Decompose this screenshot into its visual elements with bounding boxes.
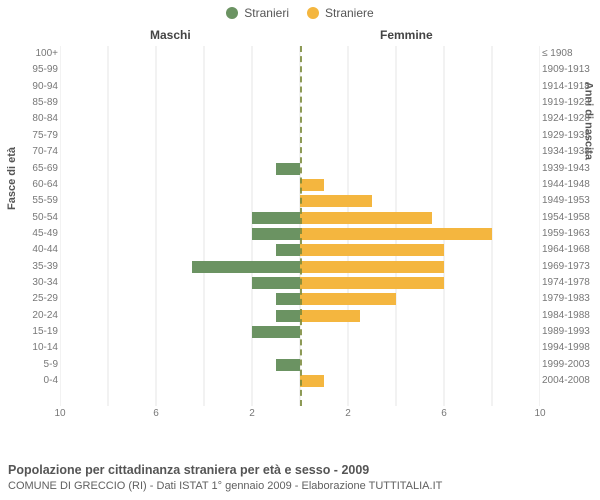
caption: Popolazione per cittadinanza straniera p… [8,462,442,494]
age-label: 35-39 [0,259,58,275]
age-label: 60-64 [0,177,58,193]
birth-year-label: 1944-1948 [542,177,600,193]
birth-year-label: 1924-1928 [542,111,600,127]
male-bar [276,293,300,305]
birth-year-label: 1964-1968 [542,242,600,258]
birth-year-label: 1909-1913 [542,62,600,78]
male-half [60,46,300,406]
age-label: 95-99 [0,62,58,78]
center-divider [300,46,302,406]
legend-item-female: Straniere [307,6,374,20]
age-label: 0-4 [0,373,58,389]
age-label: 40-44 [0,242,58,258]
female-bar [300,277,444,289]
female-bar [300,375,324,387]
male-bar [252,277,300,289]
female-bar [300,212,432,224]
x-axis-ticks: 10622610 [60,406,540,426]
birth-year-label: 1989-1993 [542,324,600,340]
birth-year-label: 1969-1973 [542,259,600,275]
x-tick-label: 2 [249,408,255,419]
birth-year-label: 1949-1953 [542,193,600,209]
legend: Stranieri Straniere [0,0,600,20]
age-label: 80-84 [0,111,58,127]
birth-year-label: 1974-1978 [542,275,600,291]
male-bar [252,212,300,224]
age-label: 45-49 [0,226,58,242]
birth-year-label: 1919-1923 [542,95,600,111]
caption-subtitle: COMUNE DI GRECCIO (RI) - Dati ISTAT 1° g… [8,479,442,494]
legend-label-female: Straniere [325,6,374,20]
age-label: 20-24 [0,308,58,324]
y-axis-age-labels: 100+95-9990-9485-8980-8475-7970-7465-696… [0,46,58,406]
y-axis-birth-labels: ≤ 19081909-19131914-19181919-19231924-19… [542,46,600,406]
female-bar [300,195,372,207]
birth-year-label: 1939-1943 [542,161,600,177]
legend-item-male: Stranieri [226,6,289,20]
age-label: 10-14 [0,340,58,356]
birth-year-label: 1934-1938 [542,144,600,160]
male-bar [276,310,300,322]
age-label: 15-19 [0,324,58,340]
female-bar [300,293,396,305]
plot-area: 10622610 [60,46,540,426]
female-bar [300,228,492,240]
legend-swatch-female [307,7,319,19]
male-bar [252,326,300,338]
x-tick-label: 10 [54,408,65,419]
birth-year-label: 1929-1933 [542,128,600,144]
legend-swatch-male [226,7,238,19]
population-pyramid-chart: Stranieri Straniere Maschi Femmine Fasce… [0,0,600,500]
x-tick-label: 10 [534,408,545,419]
age-label: 85-89 [0,95,58,111]
female-bar [300,310,360,322]
female-bar [300,179,324,191]
panel-title-female: Femmine [380,28,433,42]
age-label: 75-79 [0,128,58,144]
age-label: 100+ [0,46,58,62]
birth-year-label: ≤ 1908 [542,46,600,62]
female-half [300,46,540,406]
male-bar [192,261,300,273]
male-bar [252,228,300,240]
birth-year-label: 2004-2008 [542,373,600,389]
birth-year-label: 1914-1918 [542,79,600,95]
birth-year-label: 1979-1983 [542,291,600,307]
birth-year-label: 1984-1988 [542,308,600,324]
female-bar [300,261,444,273]
age-label: 70-74 [0,144,58,160]
age-label: 55-59 [0,193,58,209]
age-label: 90-94 [0,79,58,95]
birth-year-label: 1994-1998 [542,340,600,356]
caption-title: Popolazione per cittadinanza straniera p… [8,462,442,479]
birth-year-label: 1959-1963 [542,226,600,242]
age-label: 65-69 [0,161,58,177]
age-label: 50-54 [0,210,58,226]
age-label: 5-9 [0,357,58,373]
birth-year-label: 1954-1958 [542,210,600,226]
panel-title-male: Maschi [150,28,191,42]
male-bar [276,359,300,371]
birth-year-label: 1999-2003 [542,357,600,373]
male-bar [276,244,300,256]
female-bar [300,244,444,256]
male-bar [276,163,300,175]
age-label: 30-34 [0,275,58,291]
x-tick-label: 6 [153,408,159,419]
legend-label-male: Stranieri [244,6,289,20]
age-label: 25-29 [0,291,58,307]
x-tick-label: 2 [345,408,351,419]
x-tick-label: 6 [441,408,447,419]
